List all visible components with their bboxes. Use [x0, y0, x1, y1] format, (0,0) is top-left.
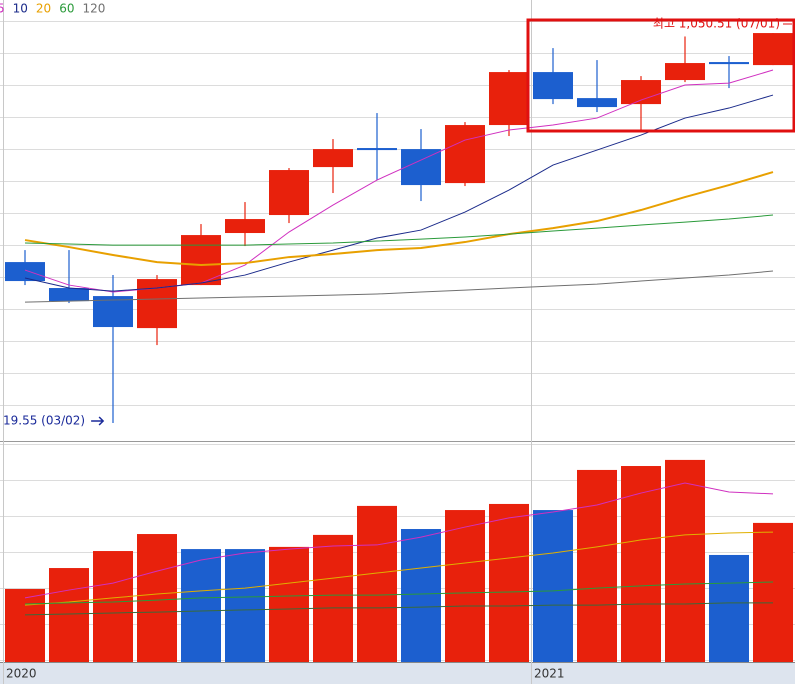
- volume-bar: [709, 554, 749, 662]
- legend-entry: 120: [82, 2, 105, 16]
- moving-average-line: [24, 270, 774, 303]
- volume-bar: [137, 534, 177, 662]
- legend-entry: 60: [59, 2, 74, 16]
- volume-bar: [357, 505, 397, 662]
- highlight-box: [526, 18, 795, 133]
- volume-bar: [489, 503, 529, 662]
- volume-bar: [269, 546, 309, 662]
- candle-body: [49, 288, 89, 302]
- candle-body: [753, 33, 793, 66]
- volume-average-line: [24, 602, 773, 616]
- x-tick-label: 2020: [6, 667, 37, 681]
- candle-body: [665, 63, 705, 81]
- volume-bar: [753, 522, 793, 662]
- candle-body: [357, 148, 397, 151]
- legend-entry: 20: [36, 2, 51, 16]
- price-grid: [0, 0, 795, 437]
- volume-bar: [49, 568, 89, 662]
- x-tick-label: 2021: [534, 667, 565, 681]
- candle-body: [5, 262, 45, 282]
- moving-average-line: [24, 214, 774, 246]
- candle-body: [181, 235, 221, 286]
- candle-body: [225, 219, 265, 234]
- volume-bar: [5, 588, 45, 662]
- volume-bar: [313, 534, 353, 662]
- legend-entry: 10: [13, 2, 28, 16]
- volume-bar: [401, 529, 441, 662]
- candle-body: [577, 98, 617, 108]
- volume-bar: [445, 510, 485, 662]
- volume-bar: [533, 510, 573, 662]
- candle-body: [445, 125, 485, 184]
- volume-average-line: [24, 581, 774, 605]
- low-annotation: 19.55 (03/02): [3, 414, 85, 428]
- legend-entry: 5: [0, 2, 5, 16]
- annotation-arrow: [91, 416, 105, 426]
- candle-body: [269, 170, 309, 216]
- volume-bar: [577, 469, 617, 662]
- candle-body: [489, 72, 529, 126]
- candle-body: [93, 296, 133, 328]
- volume-bar: [93, 551, 133, 662]
- moving-average-line: [24, 171, 774, 267]
- volume-average-line: [24, 531, 774, 606]
- volume-average-line: [24, 482, 774, 599]
- volume-bar: [225, 549, 265, 662]
- volume-bar: [181, 549, 221, 662]
- candle-body: [401, 149, 441, 186]
- candle-body: [137, 279, 177, 329]
- candle-body: [709, 62, 749, 65]
- candle-body: [533, 72, 573, 100]
- x-axis-strip: [0, 662, 795, 684]
- candle-body: [313, 149, 353, 168]
- volume-bar: [621, 466, 661, 662]
- volume-bar: [665, 459, 705, 662]
